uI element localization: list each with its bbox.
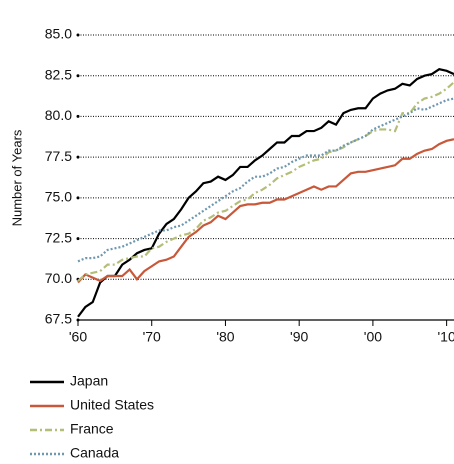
x-tick-label: '70: [143, 329, 161, 345]
x-tick-label: '60: [69, 329, 87, 345]
y-tick-mark: [76, 237, 80, 241]
y-tick-mark: [76, 114, 80, 118]
y-tick-mark: [76, 155, 80, 159]
y-tick-label: 72.5: [45, 229, 72, 245]
y-tick-label: 85.0: [45, 26, 72, 42]
x-tick-label: '80: [216, 329, 234, 345]
legend-label: Japan: [70, 373, 108, 389]
y-tick-label: 70.0: [45, 270, 72, 286]
y-tick-label: 80.0: [45, 107, 72, 123]
line-series: [77, 68, 454, 318]
x-tick-label: '00: [364, 329, 382, 345]
y-tick-mark: [76, 196, 80, 200]
y-tick-mark: [76, 74, 80, 78]
legend-label: Canada: [70, 445, 119, 461]
y-tick-label: 77.5: [45, 148, 72, 164]
line-series: [77, 138, 454, 284]
y-tick-mark: [76, 33, 80, 37]
legend-label: United States: [70, 397, 154, 413]
y-tick-label: 75.0: [45, 189, 72, 205]
line-series: [77, 97, 454, 263]
legend-label: France: [70, 421, 114, 437]
y-tick-label: 67.5: [45, 311, 72, 327]
line-series: [77, 81, 454, 282]
y-axis-label: Number of Years: [9, 129, 24, 226]
x-tick-label: '90: [290, 329, 308, 345]
y-tick-label: 82.5: [45, 66, 72, 82]
x-tick-label: '10: [438, 329, 454, 345]
